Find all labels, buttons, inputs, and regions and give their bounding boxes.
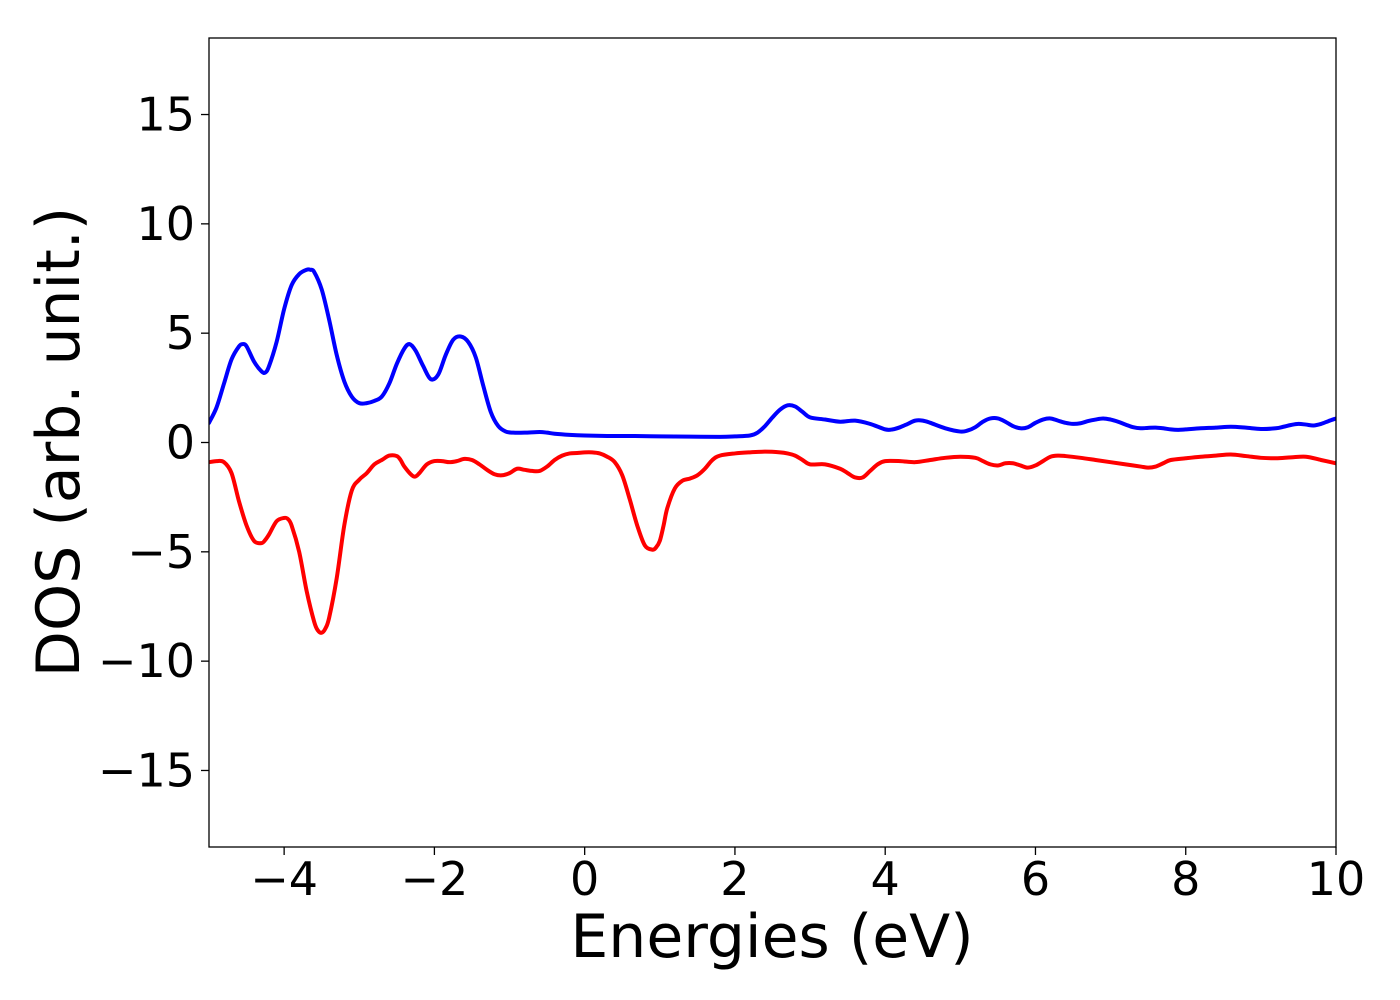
x-tick-label: 8 [1171,852,1200,906]
x-tick-label: 4 [871,852,900,906]
x-tick-label: 10 [1307,852,1366,906]
y-axis-label: DOS (arb. unit.) [24,207,94,677]
y-tick-label: 0 [166,416,195,470]
x-tick-label: −2 [400,852,468,906]
x-tick-label: 2 [720,852,749,906]
series-layer [209,267,1336,635]
series-line-spin-up [209,267,1336,439]
y-tick-label: 5 [166,306,195,360]
x-axis: −4 −2 0 2 4 6 8 10 [250,847,1365,906]
y-tick-label: 15 [136,88,195,142]
x-tick-label: 6 [1021,852,1050,906]
x-tick-label: 0 [570,852,599,906]
x-tick-label: −4 [250,852,318,906]
y-tick-label: 10 [136,197,195,251]
series-line-spin-down [209,449,1336,635]
x-axis-label: Energies (eV) [570,902,973,972]
y-tick-label: −10 [98,634,195,688]
y-tick-label: −5 [127,525,195,579]
y-tick-label: −15 [98,743,195,797]
plot-frame [208,37,1337,848]
y-axis: −15 −10 −5 0 5 10 15 [98,88,209,797]
